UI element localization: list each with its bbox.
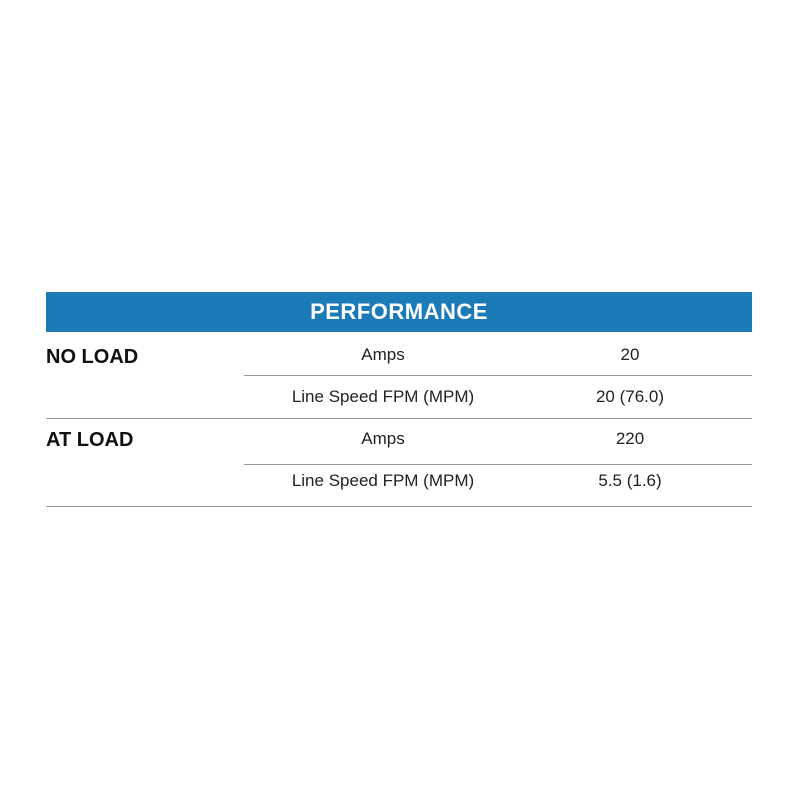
group-divider: [46, 418, 752, 419]
group-label-no-load: NO LOAD: [46, 346, 139, 368]
row-label: Line Speed FPM (MPM): [291, 387, 475, 406]
table-title: PERFORMANCE: [46, 292, 752, 332]
row-divider: [244, 464, 752, 465]
row-label: Line Speed FPM (MPM): [291, 471, 475, 490]
row-label: Amps: [361, 345, 405, 364]
row-value: 20: [620, 345, 640, 364]
row-value: 20 (76.0): [595, 387, 665, 406]
row-value: 5.5 (1.6): [598, 471, 662, 490]
row-label: Amps: [361, 429, 405, 448]
group-label-at-load: AT LOAD: [46, 429, 134, 451]
group-divider: [46, 506, 752, 507]
row-value: 220: [615, 429, 645, 448]
row-divider: [244, 375, 752, 376]
